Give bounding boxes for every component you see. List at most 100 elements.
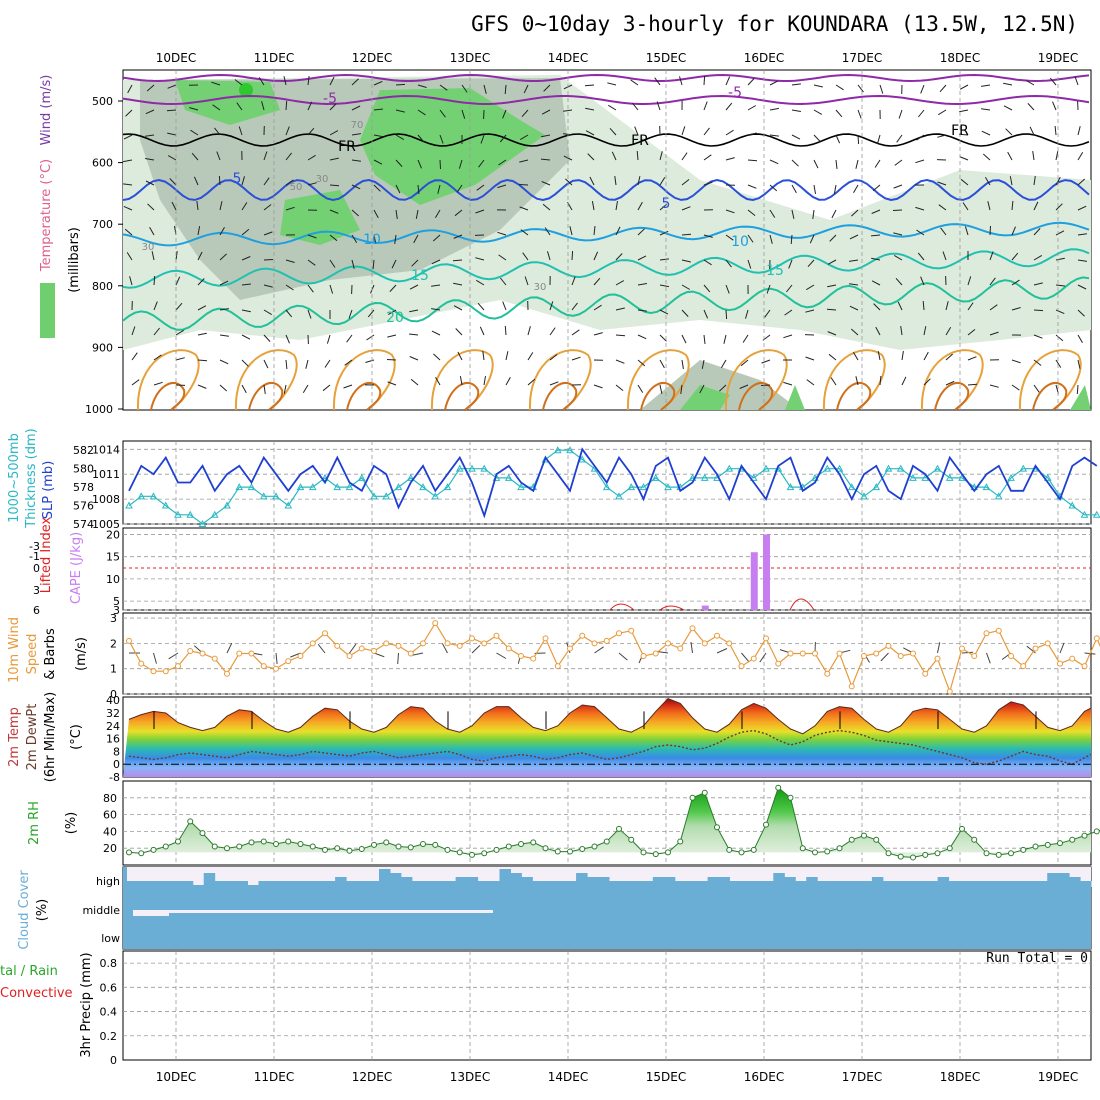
wind-barb xyxy=(241,384,247,394)
thickness-line-point xyxy=(872,483,881,491)
wind-barb xyxy=(519,206,529,211)
cloud-middle-gap xyxy=(205,910,217,913)
wind-barb xyxy=(527,352,534,361)
warm-contour xyxy=(920,349,984,410)
wind-barb xyxy=(175,357,185,361)
cloud-high-bar xyxy=(850,881,862,887)
wind-barb xyxy=(805,356,815,361)
date-label-top: 19DEC xyxy=(1038,51,1078,65)
date-label-top: 14DEC xyxy=(548,51,588,65)
wind10-line-point xyxy=(775,660,782,667)
wind10-barb xyxy=(657,651,669,654)
wind10-line-point xyxy=(358,645,365,652)
cloud-middle-gap xyxy=(325,910,337,913)
rh2m-line-point xyxy=(726,846,733,853)
wind-barb xyxy=(475,209,485,214)
wind-barb xyxy=(219,384,228,392)
rh-shade-low-green xyxy=(680,385,1091,410)
lifted-index-line xyxy=(659,605,685,611)
wind-barb xyxy=(307,309,312,319)
wind-barb xyxy=(1011,384,1020,391)
rh2m-line-point xyxy=(162,843,169,850)
wind-barb xyxy=(1077,233,1087,236)
wind-barb xyxy=(945,327,952,336)
wind-barb xyxy=(391,259,397,269)
wind-barb xyxy=(571,302,578,311)
wind-barb xyxy=(769,209,776,218)
cloud-high-bar xyxy=(510,873,522,887)
thickness-line-point xyxy=(235,483,244,491)
wind-barb xyxy=(1033,359,1042,366)
cloud-high-bar xyxy=(970,881,982,887)
wind-barb xyxy=(761,359,771,364)
thickness-line-point xyxy=(406,473,415,481)
wind10-barb xyxy=(441,643,448,654)
wind-label: Wind (m/s) xyxy=(39,75,54,146)
wind-barb xyxy=(725,259,732,268)
thickness-line-point xyxy=(345,483,354,491)
wind-barb xyxy=(747,78,755,86)
wind-barb xyxy=(989,304,998,311)
wind10-barb xyxy=(397,652,399,665)
wind-barb xyxy=(659,230,669,236)
wind-barb xyxy=(417,109,426,116)
wind-barb xyxy=(783,381,793,386)
wind-barb xyxy=(835,159,838,169)
wind-barb xyxy=(637,255,647,261)
wind-barb xyxy=(895,277,903,286)
wind-barb xyxy=(544,227,551,236)
rh2m-line-point xyxy=(260,838,267,845)
wind-barb xyxy=(893,184,903,189)
wind-barb xyxy=(373,184,381,192)
cloud-middle-gap xyxy=(265,910,277,913)
wind10-line-point xyxy=(873,650,880,657)
thickness-line-point xyxy=(762,464,770,472)
wind10-line-point xyxy=(260,663,267,670)
wind-barb xyxy=(938,109,947,116)
wind-barb xyxy=(967,356,977,361)
wind10-line-point xyxy=(652,650,659,657)
wind10-line-point xyxy=(799,650,806,657)
wind-barb xyxy=(476,279,485,286)
wind-barb xyxy=(409,284,419,290)
thickness-line-point xyxy=(651,473,660,481)
cloud-high-bar xyxy=(959,881,971,887)
wind-barb xyxy=(871,280,881,286)
wind-barb xyxy=(411,259,419,267)
warm-contour xyxy=(822,349,886,410)
wind-barb xyxy=(813,84,823,88)
wind-barb xyxy=(857,134,860,145)
warm-contour xyxy=(724,349,788,410)
cloud-high-bar xyxy=(806,877,818,887)
wind-barb xyxy=(431,259,441,265)
thickness-tick: 576 xyxy=(73,500,94,513)
wind-barb xyxy=(681,359,684,369)
pressure-tick: 900 xyxy=(92,341,113,354)
cloud-middle-gap xyxy=(133,910,145,916)
date-label-bottom: 10DEC xyxy=(156,1070,196,1084)
contour-label: 5 xyxy=(233,171,242,187)
wind-barb xyxy=(285,100,288,111)
wind-barb xyxy=(615,201,618,211)
wind10-line-point xyxy=(1008,653,1014,660)
thickness-line-point xyxy=(455,464,464,472)
wind10-barb xyxy=(716,648,728,654)
wind-barb xyxy=(875,326,881,336)
wind-barb xyxy=(241,176,245,186)
wind10-line-point xyxy=(432,620,439,627)
wind-barb xyxy=(766,284,771,294)
wind-barb xyxy=(167,155,177,161)
wind10-line-point xyxy=(750,655,757,662)
wind-tick: 1 xyxy=(110,663,117,676)
cape-label: CAPE (J/kg) xyxy=(69,532,84,604)
cloud-high-bar xyxy=(488,881,500,887)
wind-barb xyxy=(809,234,815,244)
wind-barb xyxy=(263,309,272,316)
wind-barb xyxy=(1003,105,1013,111)
wind-barb xyxy=(171,201,177,211)
wind-barb xyxy=(807,259,815,268)
wind-barb xyxy=(497,184,507,189)
wind-barb xyxy=(190,129,199,136)
cape-tick: 20 xyxy=(106,528,120,541)
wind-barb xyxy=(326,334,331,344)
